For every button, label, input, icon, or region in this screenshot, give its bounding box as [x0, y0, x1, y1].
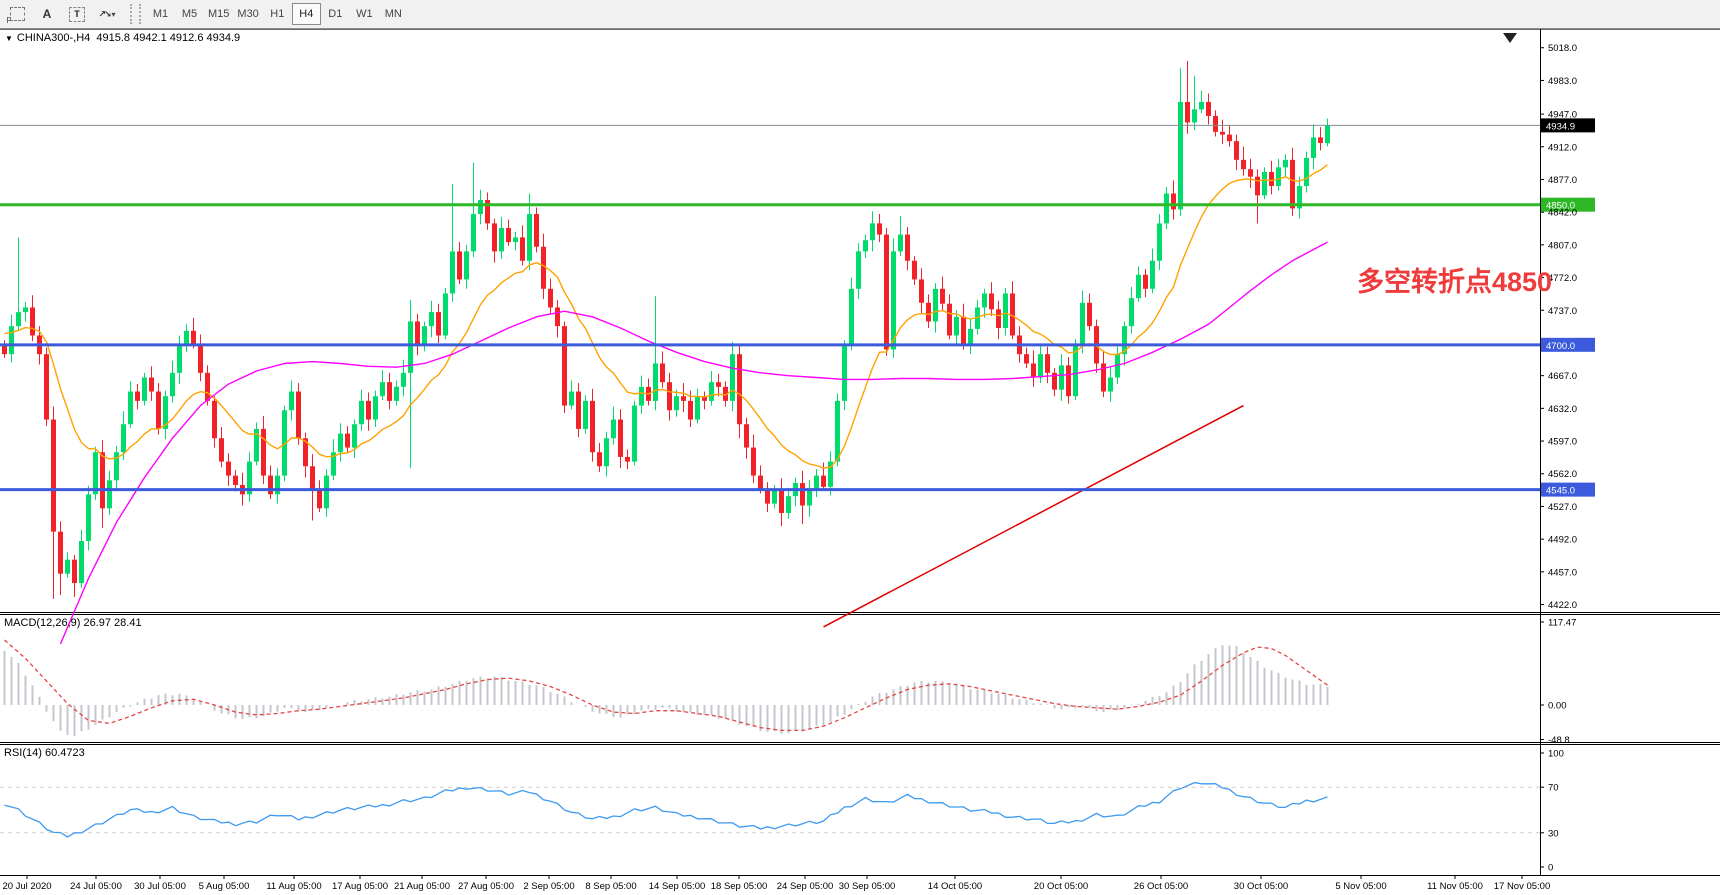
svg-text:4737.0: 4737.0	[1548, 306, 1577, 317]
svg-text:14 Sep 05:00: 14 Sep 05:00	[649, 881, 706, 892]
ohlc-values: 4915.8 4942.1 4912.6 4934.9	[96, 32, 241, 44]
horizontal-levels-layer: 4934.9 4850.0 4700.0 4545.0	[0, 118, 1595, 497]
timeframe-button-d1[interactable]: D1	[328, 8, 343, 20]
dropdown-caret-icon: ▾	[111, 9, 116, 19]
svg-text:4422.0: 4422.0	[1548, 600, 1577, 611]
svg-text:4983.0: 4983.0	[1548, 76, 1577, 87]
svg-text:4597.0: 4597.0	[1548, 437, 1577, 448]
svg-text:30 Sep 05:00: 30 Sep 05:00	[839, 881, 896, 892]
timeframe-button-w1[interactable]: W1	[356, 8, 373, 20]
svg-text:21 Aug 05:00: 21 Aug 05:00	[394, 881, 450, 892]
support-4700-badge	[1541, 337, 1595, 352]
time-axis: 20 Jul 2020 24 Jul 05:00 30 Jul 05:00 5 Aug…	[2, 875, 1550, 892]
text-box-icon: T	[69, 6, 85, 22]
support-4545-badge	[1541, 482, 1595, 497]
svg-text:4807.0: 4807.0	[1548, 240, 1577, 251]
svg-text:4842.0: 4842.0	[1548, 208, 1577, 219]
svg-text:-48.8: -48.8	[1548, 735, 1570, 746]
annotation-text: 多空转折点4850	[1357, 267, 1553, 297]
resistance-4850-badge	[1541, 197, 1595, 212]
candles-layer	[2, 60, 1330, 599]
svg-text:4772.0: 4772.0	[1548, 273, 1577, 284]
fibonacci-tool-button[interactable]: F	[3, 2, 31, 26]
svg-text:24 Jul 05:00: 24 Jul 05:00	[70, 881, 122, 892]
svg-text:4545.0: 4545.0	[1546, 486, 1575, 497]
text-label-tool-button[interactable]: A	[33, 2, 61, 26]
svg-text:100: 100	[1548, 749, 1564, 760]
timeframe-button-m15[interactable]: M15	[208, 8, 230, 20]
symbol-dropdown-icon[interactable]: ▼	[5, 34, 13, 43]
svg-text:4667.0: 4667.0	[1548, 371, 1577, 382]
arrows-icon: ↗↘	[98, 8, 111, 19]
trendline[interactable]	[823, 404, 1244, 628]
svg-text:5018.0: 5018.0	[1548, 43, 1577, 54]
svg-text:4877.0: 4877.0	[1548, 175, 1577, 186]
svg-text:4912.0: 4912.0	[1548, 142, 1577, 153]
svg-text:20 Oct 05:00: 20 Oct 05:00	[1034, 881, 1088, 892]
svg-text:2 Sep 05:00: 2 Sep 05:00	[523, 881, 574, 892]
timeframe-button-h1[interactable]: H1	[270, 8, 285, 20]
svg-text:8 Sep 05:00: 8 Sep 05:00	[585, 881, 636, 892]
svg-text:4632.0: 4632.0	[1548, 404, 1577, 415]
svg-text:14 Oct 05:00: 14 Oct 05:00	[928, 881, 982, 892]
chart-title: ▼ CHINA300-,H4 4915.8 4942.1 4912.6 4934.…	[5, 32, 240, 44]
text-label-icon: A	[42, 7, 52, 21]
svg-text:20 Jul 2020: 20 Jul 2020	[2, 881, 51, 892]
svg-text:4527.0: 4527.0	[1548, 502, 1577, 513]
rsi-layer	[0, 781, 1540, 838]
current-price-line-badge	[1541, 118, 1595, 133]
rsi-line	[4, 781, 1328, 838]
svg-text:26 Oct 05:00: 26 Oct 05:00	[1134, 881, 1188, 892]
macd-label: MACD(12,26,9) 26.97 28.41	[4, 617, 142, 629]
svg-text:117.47: 117.47	[1548, 617, 1576, 628]
svg-text:17 Aug 05:00: 17 Aug 05:00	[332, 881, 388, 892]
arrow-objects-tool-button[interactable]: ↗↘ ▾	[93, 2, 121, 26]
macd-layer	[3, 639, 1329, 737]
moving-averages-layer	[4, 164, 1328, 645]
svg-text:27 Aug 05:00: 27 Aug 05:00	[458, 881, 514, 892]
svg-text:18 Sep 05:00: 18 Sep 05:00	[711, 881, 768, 892]
svg-text:17 Nov 05:00: 17 Nov 05:00	[1494, 881, 1551, 892]
svg-text:11 Aug 05:00: 11 Aug 05:00	[266, 881, 321, 892]
toolbar-separator	[130, 4, 141, 24]
price-axis: 5018.0 4983.0 4947.0 4912.0 4877.0 4842.0 4807…	[1540, 43, 1577, 874]
svg-text:0.00: 0.00	[1548, 701, 1567, 712]
macd-signal-line	[4, 639, 1328, 732]
drawing-tools-group: F A T ↗↘ ▾	[2, 2, 122, 26]
symbol-label: CHINA300-,H4	[16, 32, 91, 44]
timeframe-button-m1[interactable]: M1	[152, 8, 169, 20]
ma-slow-line	[59, 241, 1328, 645]
timeframe-button-m30[interactable]: M30	[237, 8, 259, 20]
timeframe-button-h4[interactable]: H4	[291, 3, 321, 25]
svg-text:24 Sep 05:00: 24 Sep 05:00	[777, 881, 834, 892]
svg-text:4492.0: 4492.0	[1548, 535, 1577, 546]
svg-text:30: 30	[1548, 828, 1559, 839]
ma-fast-line	[4, 164, 1328, 469]
timeframe-button-mn[interactable]: MN	[384, 8, 402, 20]
fibonacci-icon: F	[7, 7, 25, 25]
shift-marker-icon	[1503, 33, 1517, 43]
svg-text:4457.0: 4457.0	[1548, 567, 1577, 578]
rsi-label: RSI(14) 60.4723	[4, 747, 85, 759]
svg-text:4700.0: 4700.0	[1546, 341, 1575, 352]
svg-text:0: 0	[1548, 863, 1553, 874]
svg-text:5 Aug 05:00: 5 Aug 05:00	[199, 881, 250, 892]
svg-text:4947.0: 4947.0	[1548, 110, 1577, 121]
text-box-tool-button[interactable]: T	[63, 2, 91, 26]
svg-text:4850.0: 4850.0	[1546, 201, 1575, 212]
svg-text:4934.9: 4934.9	[1546, 121, 1575, 132]
toolbar: F A T ↗↘ ▾ M1 M5 M15 M30 H1 H4 D1 W1 MN	[0, 0, 1720, 29]
svg-text:4562.0: 4562.0	[1548, 469, 1577, 480]
svg-text:30 Jul 05:00: 30 Jul 05:00	[134, 881, 186, 892]
svg-text:30 Oct 05:00: 30 Oct 05:00	[1234, 881, 1288, 892]
timeframe-buttons: M1 M5 M15 M30 H1 H4 D1 W1 MN	[146, 3, 408, 25]
svg-text:5 Nov 05:00: 5 Nov 05:00	[1335, 881, 1386, 892]
timeframe-button-m5[interactable]: M5	[181, 8, 198, 20]
panel-borders	[0, 29, 1720, 876]
svg-text:11 Nov 05:00: 11 Nov 05:00	[1427, 881, 1483, 892]
svg-text:70: 70	[1548, 783, 1559, 794]
